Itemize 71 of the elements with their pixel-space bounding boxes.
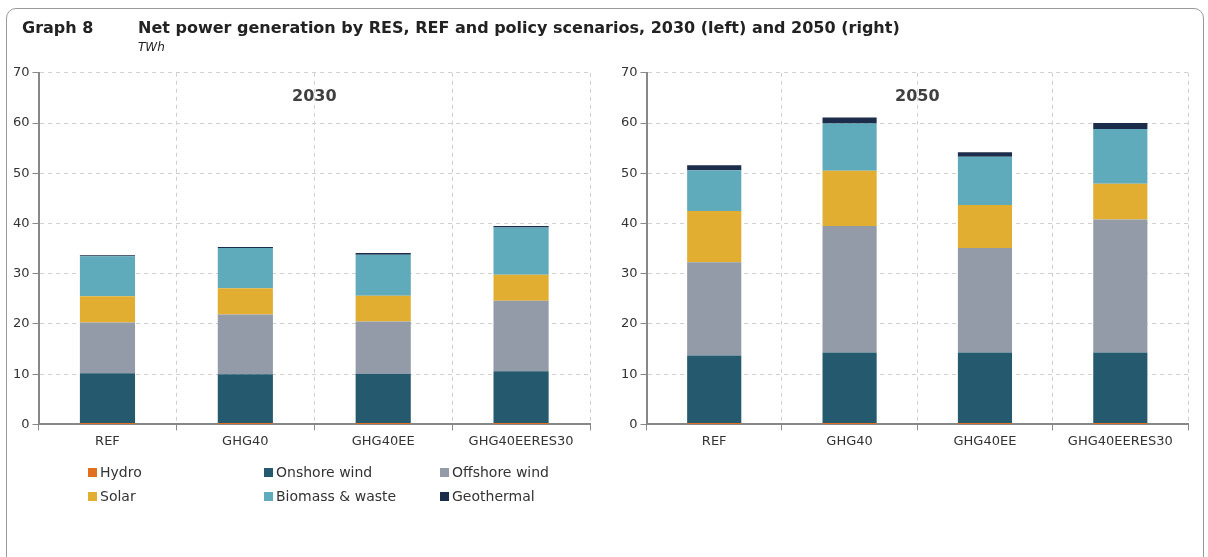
y-tick-label: 50 [621, 164, 638, 180]
x-tick-label: GHG40EERES30 [1067, 432, 1173, 448]
text: Net power generation by RES, REF and policy scenarios, 2030 (left) and 2050 (right) [138, 18, 900, 37]
y-tick-label: 40 [13, 214, 30, 230]
y-tick-label: 70 [621, 64, 638, 80]
y-tick-label: 10 [621, 365, 638, 381]
bar [355, 295, 411, 322]
bar [957, 156, 1013, 205]
bar [1093, 183, 1148, 220]
bar [687, 355, 742, 423]
x-tick-label: REF [95, 432, 120, 448]
legend-label: Offshore wind [451, 464, 550, 480]
y-axis-title: TWh [138, 40, 165, 54]
bar [79, 296, 136, 323]
legend-label: Solar [99, 488, 137, 504]
y-tick-label: 0 [629, 415, 638, 431]
bar [687, 170, 742, 211]
bar [687, 210, 742, 263]
legend-label: Geothermal [451, 488, 536, 504]
x-tick-label: REF [701, 432, 727, 448]
bar [355, 321, 411, 374]
bar [687, 165, 742, 171]
y-tick-label: 70 [13, 64, 30, 80]
bar [822, 226, 877, 353]
y-tick-label: 20 [621, 315, 638, 331]
bar [355, 373, 411, 423]
x-tick-label: GHG40EE [953, 432, 1017, 448]
legend-label: Hydro [99, 464, 143, 480]
caption: Graph 8 [22, 18, 95, 37]
legend-label: Onshore wind [275, 464, 374, 480]
text: 2050 [895, 85, 940, 105]
bar [355, 254, 411, 296]
x-tick-label: GHG40EE [351, 432, 415, 448]
bar [79, 322, 136, 374]
legend-label: Biomass & waste [275, 488, 398, 504]
bar [822, 352, 877, 423]
bar [957, 204, 1013, 249]
y-tick-label: 0 [21, 415, 30, 431]
bar [957, 248, 1013, 353]
bar [822, 170, 877, 226]
bar [217, 314, 273, 375]
y-tick-label: 20 [13, 315, 30, 331]
bar [217, 288, 273, 315]
bar [79, 256, 136, 297]
bar [957, 152, 1013, 157]
bar [1093, 352, 1148, 423]
y-tick-label: 60 [13, 114, 30, 130]
y-tick-label: 60 [621, 114, 638, 130]
bar [1093, 219, 1148, 353]
y-tick-label: 50 [13, 164, 30, 180]
y-tick-label: 10 [13, 365, 30, 381]
bar [217, 374, 273, 423]
bar [822, 123, 877, 171]
bar [822, 117, 877, 124]
x-tick-label: GHG40 [826, 432, 873, 448]
bar [687, 262, 742, 356]
bar [493, 274, 549, 301]
y-tick-label: 30 [621, 265, 638, 281]
bar [493, 227, 549, 275]
bar [1093, 123, 1148, 130]
bar [493, 300, 549, 372]
y-tick-label: 30 [13, 265, 30, 281]
text: 2030 [292, 85, 337, 105]
bar [1093, 129, 1148, 184]
bar [79, 373, 136, 423]
x-tick-label: GHG40 [222, 432, 269, 448]
bar [493, 371, 549, 423]
bar [217, 248, 273, 289]
bar [957, 352, 1013, 423]
x-tick-label: GHG40EERES30 [468, 432, 574, 448]
y-tick-label: 40 [621, 214, 638, 230]
